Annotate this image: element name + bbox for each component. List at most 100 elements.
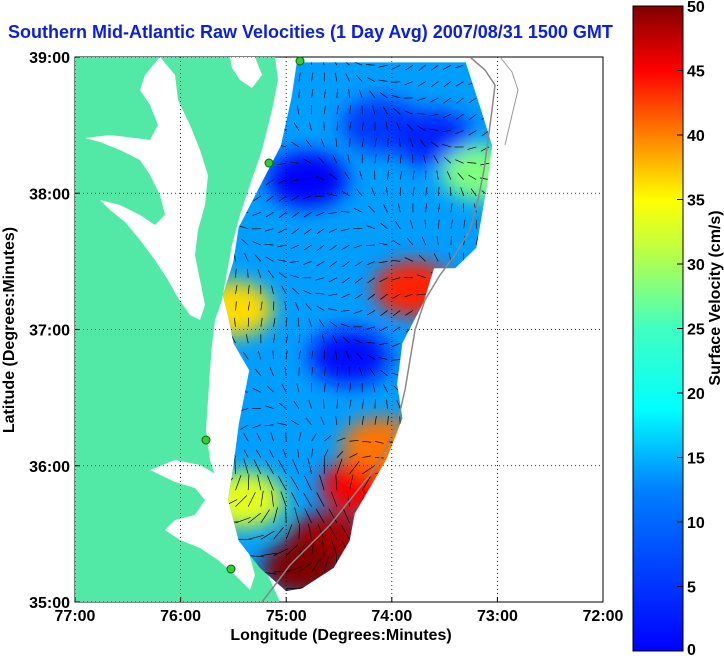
velocity-arrow bbox=[317, 156, 325, 164]
velocity-arrow bbox=[257, 269, 262, 278]
velocity-arrow bbox=[292, 287, 300, 295]
velocity-arrow bbox=[416, 293, 426, 296]
colorbar-label: Surface Velocity (cm/s) bbox=[707, 210, 724, 385]
velocity-arrow bbox=[278, 228, 287, 234]
velocity-arrow bbox=[336, 105, 339, 115]
velocity-arrow bbox=[430, 81, 439, 88]
velocity-arrow bbox=[291, 212, 300, 219]
velocity-arrow bbox=[291, 228, 300, 235]
velocity-arrow bbox=[406, 237, 414, 246]
velocity-arrow bbox=[362, 440, 372, 443]
velocity-arrow bbox=[290, 274, 299, 279]
velocity-arrow bbox=[380, 310, 388, 317]
velocity-arrow bbox=[305, 303, 312, 311]
velocity-arrow bbox=[349, 399, 352, 409]
velocity-arrow bbox=[441, 130, 451, 132]
velocity-arrow bbox=[353, 62, 363, 66]
velocity-arrow bbox=[470, 188, 477, 197]
velocity-arrow bbox=[304, 508, 312, 524]
velocity-arrow bbox=[399, 170, 403, 180]
colorbar-tick-label: 50 bbox=[687, 0, 705, 16]
velocity-arrow bbox=[328, 308, 337, 311]
bathymetry-contour-2 bbox=[499, 57, 519, 146]
speed-patch bbox=[222, 281, 274, 338]
velocity-arrow bbox=[311, 88, 314, 98]
velocity-arrow bbox=[316, 261, 325, 267]
velocity-arrow bbox=[298, 562, 312, 573]
velocity-arrow bbox=[406, 123, 414, 131]
velocity-arrow bbox=[304, 475, 312, 491]
velocity-arrow bbox=[336, 88, 338, 98]
velocity-arrow bbox=[323, 435, 332, 442]
velocity-arrow bbox=[345, 73, 350, 82]
velocity-arrow bbox=[450, 203, 453, 213]
velocity-arrow bbox=[342, 261, 350, 268]
velocity-arrow bbox=[391, 95, 401, 99]
land-mass bbox=[75, 57, 280, 602]
velocity-arrow bbox=[442, 143, 452, 148]
velocity-arrow bbox=[242, 351, 249, 360]
velocity-arrow bbox=[243, 458, 249, 475]
velocity-arrow bbox=[278, 195, 287, 202]
velocity-arrow bbox=[424, 219, 426, 229]
velocity-arrow bbox=[335, 415, 338, 425]
velocity-arrow bbox=[342, 62, 350, 66]
velocity-arrow bbox=[320, 416, 325, 426]
velocity-arrow bbox=[399, 186, 402, 196]
velocity-arrow bbox=[296, 105, 300, 115]
velocity-arrow bbox=[289, 261, 299, 263]
colorbar-tick-label: 20 bbox=[687, 386, 705, 403]
velocity-arrow bbox=[418, 254, 426, 262]
velocity-arrow bbox=[354, 293, 363, 300]
x-tick-label: 72:00 bbox=[583, 608, 624, 625]
velocity-arrow bbox=[332, 155, 338, 164]
velocity-arrow bbox=[265, 212, 274, 218]
velocity-arrow bbox=[308, 121, 312, 131]
velocity-arrow bbox=[368, 205, 376, 213]
velocity-arrow bbox=[268, 270, 274, 278]
velocity-arrow bbox=[342, 508, 350, 524]
velocity-arrow bbox=[240, 424, 249, 430]
velocity-arrow bbox=[392, 239, 401, 246]
velocity-arrow bbox=[285, 524, 293, 540]
velocity-arrow bbox=[371, 187, 376, 197]
velocity-arrow bbox=[378, 261, 388, 264]
velocity-arrow bbox=[349, 453, 358, 458]
velocity-arrow bbox=[342, 277, 350, 284]
velocity-arrow bbox=[327, 211, 337, 215]
velocity-arrow bbox=[416, 113, 426, 115]
velocity-arrow bbox=[446, 171, 452, 180]
velocity-arrow bbox=[353, 208, 363, 213]
velocity-arrow bbox=[362, 455, 372, 458]
colorbar-tick-label: 35 bbox=[687, 193, 705, 210]
velocity-arrow bbox=[468, 97, 477, 104]
velocity-arrow bbox=[239, 225, 249, 230]
velocity-arrow bbox=[278, 476, 287, 491]
velocity-arrow bbox=[278, 212, 287, 219]
velocity-arrow bbox=[354, 261, 363, 267]
velocity-arrow bbox=[315, 176, 325, 180]
velocity-arrow bbox=[349, 137, 351, 147]
velocity-arrow bbox=[404, 293, 414, 298]
velocity-arrow bbox=[349, 105, 351, 115]
velocity-arrow bbox=[344, 171, 350, 180]
speed-patch bbox=[441, 144, 493, 201]
velocity-arrow bbox=[336, 121, 339, 131]
velocity-arrow bbox=[416, 274, 426, 279]
station-marker bbox=[295, 56, 305, 66]
velocity-arrow bbox=[281, 384, 287, 393]
delaware-bay bbox=[230, 57, 262, 88]
velocity-arrow bbox=[280, 491, 287, 507]
velocity-arrow bbox=[315, 508, 325, 524]
velocity-arrow bbox=[455, 130, 464, 135]
velocity-arrow bbox=[398, 203, 401, 213]
velocity-arrow bbox=[302, 195, 312, 200]
velocity-arrow bbox=[396, 122, 401, 131]
velocity-arrow bbox=[336, 383, 339, 393]
velocity-arrow bbox=[307, 458, 312, 475]
velocity-arrow bbox=[395, 220, 401, 229]
velocity-arrow bbox=[260, 317, 263, 327]
velocity-arrow bbox=[266, 195, 274, 202]
velocity-arrow bbox=[430, 141, 439, 148]
